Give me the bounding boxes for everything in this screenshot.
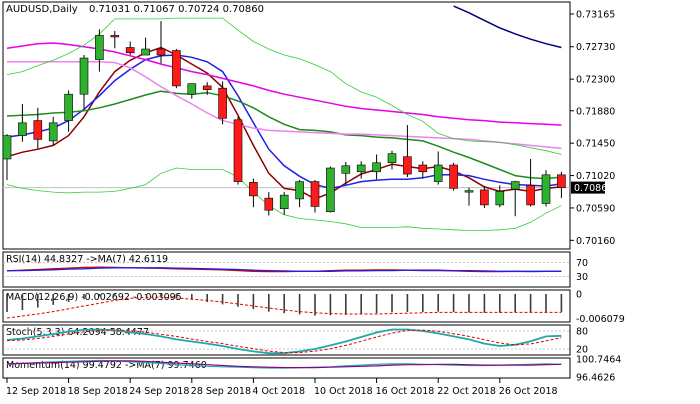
candle-body [526, 185, 535, 206]
ma-line-3 [6, 90, 562, 180]
ma-line-6 [453, 5, 562, 49]
candle-body [464, 190, 474, 193]
x-tick-label: 12 Sep 2018 [6, 386, 66, 397]
x-tick-label: 18 Sep 2018 [68, 386, 128, 397]
x-tick-label: 16 Oct 2018 [376, 386, 435, 397]
candle-body [95, 35, 104, 60]
stoch-tick-label: 20 [576, 345, 588, 356]
candle-body [125, 47, 135, 54]
candle-body [141, 48, 150, 56]
momentum-title: Momentum(14) 99.4792 ->MA(7) 99.7460 [6, 360, 207, 371]
candle-body [18, 122, 27, 136]
x-tick-label: 26 Oct 2018 [499, 386, 558, 397]
candle-body [387, 153, 397, 164]
price-tick-label: 0.72730 [576, 42, 615, 53]
rsi-title: RSI(14) 44.8327 ->MA(7) 42.6119 [6, 254, 168, 265]
candle-body [79, 57, 89, 95]
price-tick-label: 0.71880 [576, 106, 615, 117]
price-tick-label: 0.71020 [576, 171, 615, 182]
rsi-line-2 [7, 267, 562, 272]
candle-body [218, 87, 227, 119]
stoch-line-1 [6, 328, 562, 355]
candle-body [480, 189, 489, 206]
candle-body [172, 50, 181, 87]
macd-tick-label: -0.006079 [576, 314, 625, 325]
candle-body [403, 156, 412, 175]
macd-title: MACD(12,26,9) -0.002692 -0.003095 [6, 292, 182, 303]
rsi-tick-label: 30 [576, 272, 588, 283]
candle-body [433, 164, 443, 182]
x-tick-label: 22 Oct 2018 [437, 386, 496, 397]
current-price-tag [571, 181, 605, 194]
symbol-label: AUDUSD,Daily [6, 4, 78, 15]
candle-body [202, 85, 212, 90]
candle-body [541, 174, 551, 204]
x-tick-label: 10 Oct 2018 [314, 386, 373, 397]
macd-panel [2, 289, 571, 323]
candle-body [510, 181, 520, 190]
price-tick-label: 0.70590 [576, 203, 615, 214]
x-axis-layer: 12 Sep 2018 18 Sep 2018 24 Sep 2018 28 Sep … [6, 378, 558, 397]
candle-body [264, 197, 274, 211]
candle-body [449, 164, 458, 189]
ma-line-2 [6, 54, 562, 190]
candle-body [64, 93, 73, 121]
candle-body [557, 174, 566, 188]
candle-body [48, 122, 58, 142]
candle-body [418, 164, 428, 173]
candle-body [187, 83, 197, 95]
rsi-panel [2, 251, 571, 288]
candle-body [156, 48, 166, 56]
candle-body [110, 35, 120, 38]
price-header: AUDUSD,Daily 0.71031 0.71067 0.70724 0.7… [6, 4, 264, 15]
macd-tick-label: 0 [576, 290, 582, 301]
price-tick-label: 0.72300 [576, 75, 615, 86]
rsi-line-1 [6, 266, 562, 273]
candle-body [233, 119, 243, 182]
rsi-tick-label: 70 [576, 258, 588, 269]
candle-body [495, 191, 505, 206]
stoch-tick-label: 80 [576, 327, 588, 338]
x-tick-label: 28 Sep 2018 [191, 386, 251, 397]
candle-body [341, 165, 351, 174]
ohlc-label: 0.71031 0.71067 0.70724 0.70860 [89, 4, 264, 15]
x-tick-label: 24 Sep 2018 [129, 386, 189, 397]
price-tick-label: 0.71450 [576, 139, 615, 150]
candle-body [356, 164, 366, 173]
momentum-line-2 [6, 360, 562, 369]
y-axis-layer: 0.73165 0.72730 0.72300 0.71880 0.71450 0.710… [570, 9, 625, 383]
price-tick-label: 0.73165 [576, 9, 615, 20]
candle-body [326, 167, 335, 213]
stoch-line-2 [6, 329, 562, 354]
candle-body [33, 120, 43, 140]
candle-body [372, 162, 381, 173]
candles-layer [2, 21, 566, 217]
candle-body [279, 194, 289, 209]
momentum-tick-label: 100.7464 [576, 355, 621, 366]
candle-body [249, 182, 258, 197]
candle-body [310, 181, 320, 207]
current-price-label: 0.70860 [574, 183, 613, 194]
indicators-layer [3, 262, 570, 369]
candle-body [295, 181, 304, 200]
x-tick-label: 4 Oct 2018 [252, 386, 305, 397]
candle-body [2, 135, 12, 160]
ma-line-1 [6, 46, 562, 200]
price-tick-label: 0.70160 [576, 236, 615, 247]
momentum-tick-label: 96.4626 [576, 372, 615, 383]
